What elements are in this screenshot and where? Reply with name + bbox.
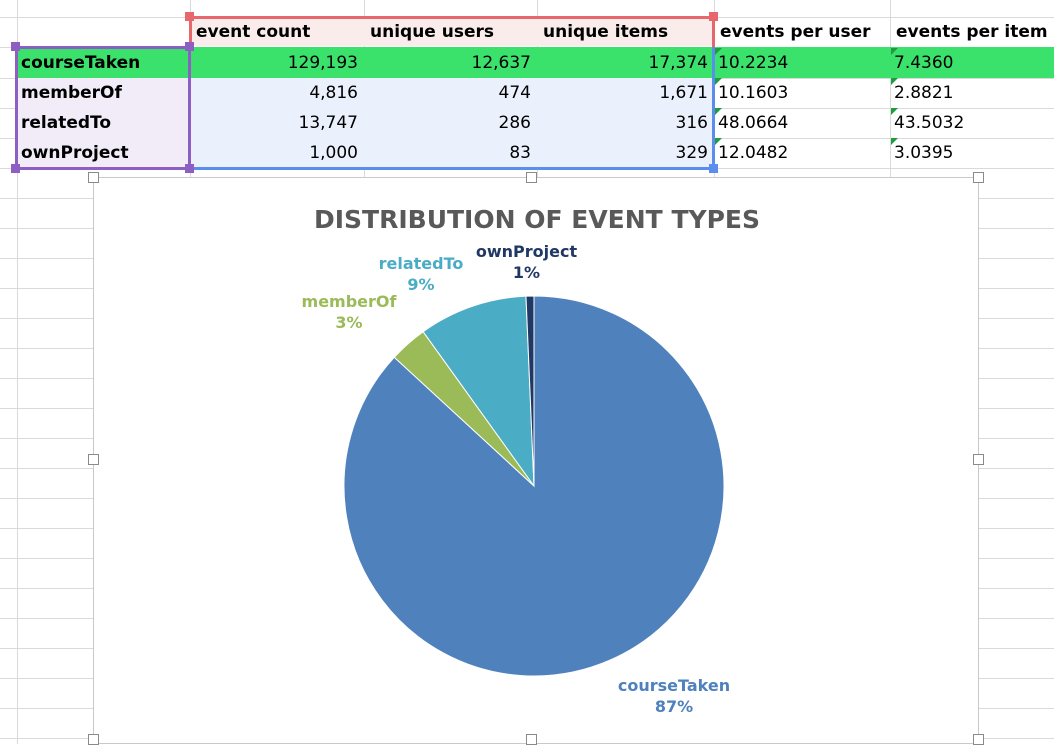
chart-resize-handle[interactable] (973, 172, 984, 183)
data-label-memberof[interactable]: memberOf 3% (289, 291, 409, 333)
header-event-count[interactable]: event count (196, 22, 311, 42)
cell-unique-users[interactable]: 12,637 (471, 53, 531, 73)
header-unique-users[interactable]: unique users (370, 22, 495, 42)
range-handle[interactable] (185, 12, 194, 21)
cell-unique-items[interactable]: 316 (675, 113, 708, 133)
number-as-text-indicator[interactable] (891, 78, 898, 85)
header-unique-items[interactable]: unique items (543, 22, 669, 42)
number-as-text-indicator[interactable] (715, 138, 722, 145)
data-label-coursetaken[interactable]: courseTaken 87% (609, 675, 739, 717)
range-handle[interactable] (185, 42, 194, 51)
value-range-fill (190, 78, 714, 168)
data-label-name: relatedTo (378, 254, 464, 273)
label-range-border (15, 46, 191, 170)
cell-event-count[interactable]: 4,816 (309, 83, 358, 103)
cell-event-count[interactable]: 129,193 (287, 53, 358, 73)
cell-events-per-user[interactable]: 10.2234 (718, 53, 789, 73)
data-label-relatedto[interactable]: relatedTo 9% (366, 253, 476, 295)
number-as-text-indicator[interactable] (891, 48, 898, 55)
data-label-name: memberOf (301, 292, 397, 311)
header-range-fill (190, 17, 714, 46)
cell-events-per-user[interactable]: 48.0664 (718, 113, 789, 133)
label-range-fill (17, 78, 189, 168)
data-label-name: courseTaken (617, 676, 731, 695)
cell-event-count[interactable]: 1,000 (309, 143, 358, 163)
range-handle[interactable] (709, 164, 718, 173)
range-handle[interactable] (185, 164, 194, 173)
row-label-memberof[interactable]: memberOf (21, 83, 122, 103)
chart-resize-handle[interactable] (973, 454, 984, 465)
cell-events-per-user[interactable]: 10.1603 (718, 83, 789, 103)
value-range-border-right (712, 47, 715, 169)
cell-event-count[interactable]: 13,747 (298, 113, 358, 133)
pie-plot-area (343, 295, 725, 677)
chart-resize-handle[interactable] (88, 454, 99, 465)
data-label-percent: 3% (335, 313, 363, 332)
cell-unique-users[interactable]: 83 (509, 143, 531, 163)
data-label-percent: 87% (654, 697, 694, 716)
chart-resize-handle[interactable] (526, 734, 537, 745)
cell-events-per-item[interactable]: 2.8821 (894, 83, 954, 103)
data-label-name: ownProject (475, 242, 578, 261)
pie-slice-ownproject[interactable] (525, 295, 535, 487)
cell-unique-items[interactable]: 1,671 (659, 83, 708, 103)
row-label-coursetaken[interactable]: courseTaken (21, 53, 141, 73)
cell-unique-items[interactable]: 329 (675, 143, 708, 163)
cell-unique-users[interactable]: 474 (498, 83, 531, 103)
header-events-per-item[interactable]: events per item (896, 22, 1048, 42)
cell-unique-items[interactable]: 17,374 (648, 53, 708, 73)
number-as-text-indicator[interactable] (891, 108, 898, 115)
pie-slice-relatedto[interactable] (422, 295, 535, 488)
cell-events-per-item[interactable]: 43.5032 (894, 113, 965, 133)
data-label-ownproject[interactable]: ownProject 1% (464, 241, 589, 283)
header-range-border (189, 16, 715, 47)
cell-events-per-item[interactable]: 3.0395 (894, 143, 954, 163)
range-handle[interactable] (709, 12, 718, 21)
number-as-text-indicator[interactable] (715, 108, 722, 115)
value-range-border (189, 165, 715, 170)
row-label-ownproject[interactable]: ownProject (21, 143, 129, 163)
range-handle[interactable] (11, 42, 20, 51)
data-label-percent: 9% (407, 275, 435, 294)
range-handle[interactable] (11, 164, 20, 173)
number-as-text-indicator[interactable] (715, 48, 722, 55)
row-label-relatedto[interactable]: relatedTo (21, 113, 112, 133)
header-events-per-user[interactable]: events per user (720, 22, 871, 42)
number-as-text-indicator[interactable] (715, 78, 722, 85)
cell-events-per-user[interactable]: 12.0482 (718, 143, 789, 163)
chart-resize-handle[interactable] (88, 734, 99, 745)
chart-resize-handle[interactable] (526, 172, 537, 183)
number-as-text-indicator[interactable] (891, 138, 898, 145)
chart-resize-handle[interactable] (973, 734, 984, 745)
cell-unique-users[interactable]: 286 (498, 113, 531, 133)
chart-resize-handle[interactable] (88, 172, 99, 183)
chart-title: DISTRIBUTION OF EVENT TYPES (313, 205, 761, 234)
pie-chart[interactable]: DISTRIBUTION OF EVENT TYPES courseTaken … (93, 177, 979, 744)
cell-events-per-item[interactable]: 7.4360 (894, 53, 954, 73)
data-label-percent: 1% (512, 263, 541, 282)
